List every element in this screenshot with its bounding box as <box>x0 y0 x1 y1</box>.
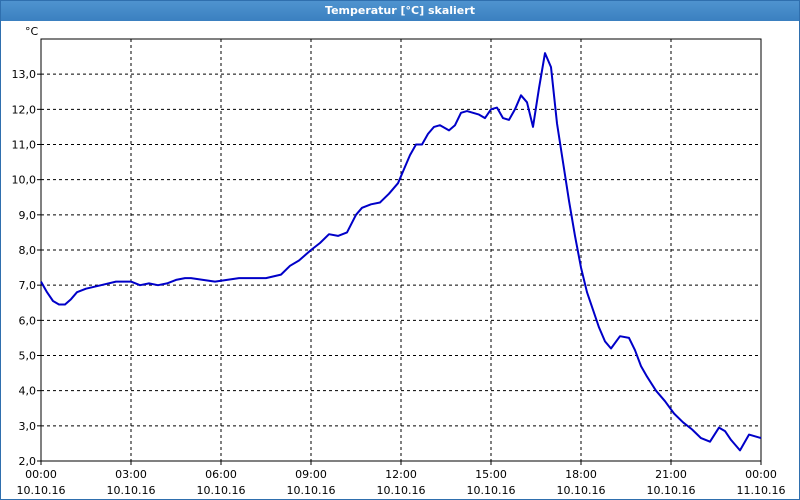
x-tick-time-label: 12:00 <box>385 468 417 481</box>
x-tick-date-label: 10.10.16 <box>287 484 336 497</box>
y-tick-label: 10,0 <box>12 174 37 187</box>
y-tick-label: 8,0 <box>19 244 37 257</box>
y-tick-label: 9,0 <box>19 209 37 222</box>
x-tick-date-label: 11.10.16 <box>737 484 786 497</box>
y-tick-label: 12,0 <box>12 103 37 116</box>
y-axis-unit-label: °C <box>25 25 39 38</box>
y-tick-label: 2,0 <box>19 455 37 468</box>
y-tick-label: 4,0 <box>19 385 37 398</box>
x-tick-date-label: 10.10.16 <box>377 484 426 497</box>
x-tick-time-label: 03:00 <box>115 468 147 481</box>
y-tick-label: 13,0 <box>12 68 37 81</box>
y-tick-label: 3,0 <box>19 420 37 433</box>
window-title: Temperatur [°C] skaliert <box>1 1 799 21</box>
x-tick-date-label: 10.10.16 <box>647 484 696 497</box>
grid-lines <box>41 39 761 461</box>
y-tick-label: 7,0 <box>19 279 37 292</box>
y-axis-ticks: 2,0 3,0 4,0 5,0 6,0 7,0 8,0 9,0 10,0 11,0 12,0 13,0 <box>12 68 41 468</box>
x-tick-date-label: 10.10.16 <box>17 484 66 497</box>
y-tick-label: 11,0 <box>12 139 37 152</box>
x-tick-time-label: 18:00 <box>565 468 597 481</box>
x-tick-time-label: 21:00 <box>655 468 687 481</box>
x-tick-time-label: 09:00 <box>295 468 327 481</box>
x-tick-time-label: 06:00 <box>205 468 237 481</box>
y-tick-label: 6,0 <box>19 314 37 327</box>
x-axis-ticks: 00:00 10.10.16 03:00 10.10.16 06:00 10.10.16 0… <box>17 461 786 497</box>
x-tick-date-label: 10.10.16 <box>197 484 246 497</box>
x-tick-date-label: 10.10.16 <box>107 484 156 497</box>
x-tick-time-label: 00:00 <box>745 468 777 481</box>
temperature-series-line <box>40 52 762 452</box>
x-tick-date-label: 10.10.16 <box>557 484 606 497</box>
y-tick-label: 5,0 <box>19 350 37 363</box>
x-tick-time-label: 15:00 <box>475 468 507 481</box>
x-tick-time-label: 00:00 <box>25 468 57 481</box>
temperature-chart: °C 2,0 3,0 4,0 5,0 6,0 7,0 8,0 9,0 10,0 11,0 12,0 1… <box>12 25 786 497</box>
x-tick-date-label: 10.10.16 <box>467 484 516 497</box>
